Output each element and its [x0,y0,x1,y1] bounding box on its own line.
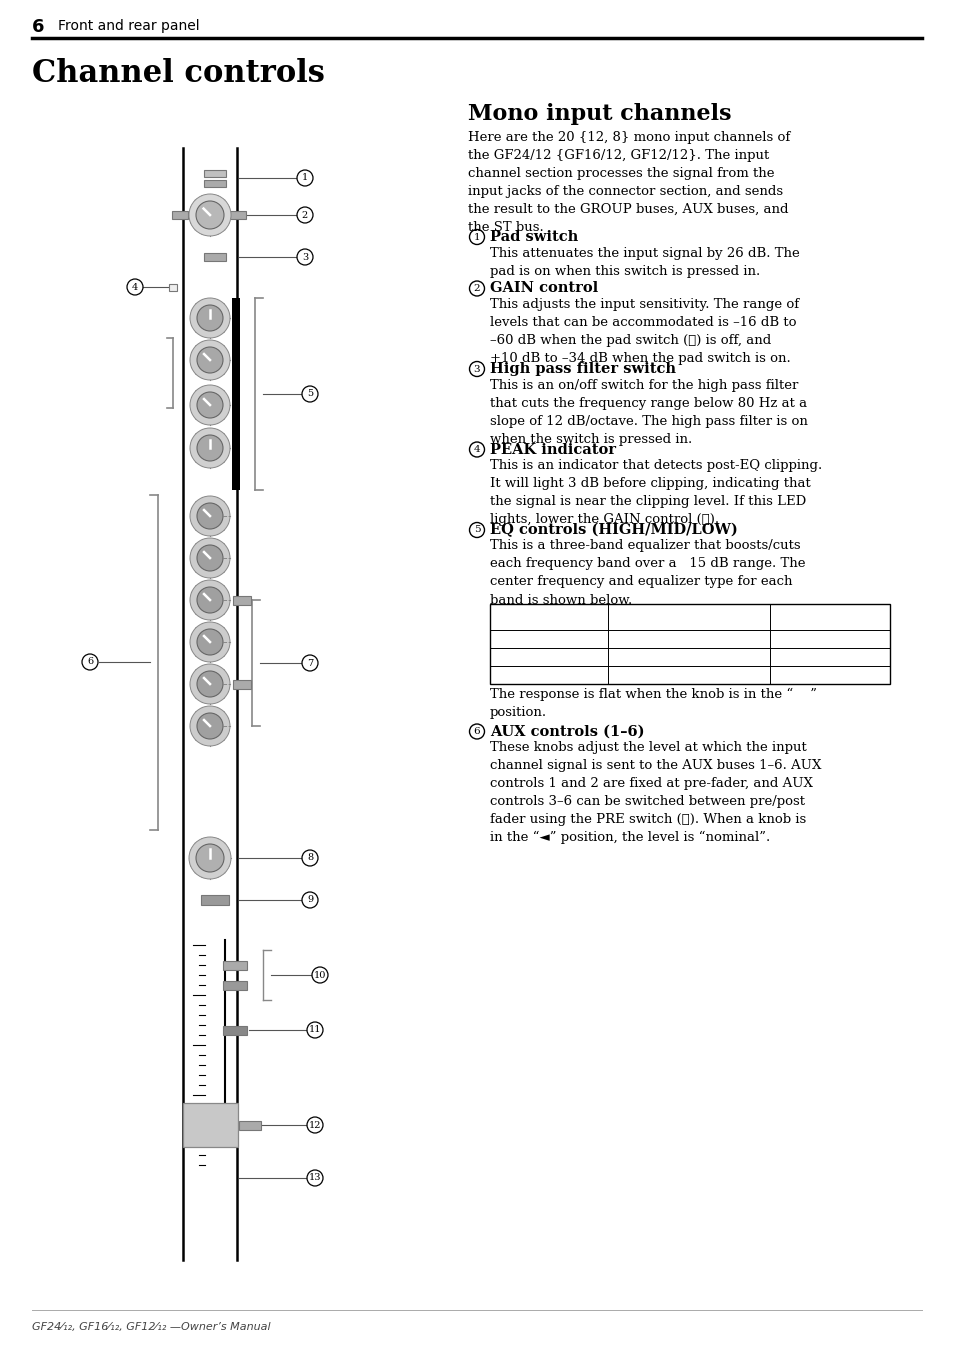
Bar [239,1120,261,1129]
Circle shape [196,586,223,613]
Text: The response is flat when the knob is in the “    ”
position.: The response is flat when the knob is in… [490,688,816,719]
Text: 2: 2 [474,284,479,293]
Bar [223,981,247,989]
Bar [204,169,226,177]
Bar [233,680,251,689]
Circle shape [195,201,224,230]
Text: This adjusts the input sensitivity. The range of
levels that can be accommodated: This adjusts the input sensitivity. The … [490,299,799,365]
Text: 6: 6 [32,18,45,36]
Text: This is a three-band equalizer that boosts/cuts
each frequency band over a   15 : This is a three-band equalizer that boos… [490,539,804,607]
Text: 8: 8 [307,854,313,862]
Text: 4: 4 [132,282,138,292]
Circle shape [196,503,223,530]
Text: GAIN control: GAIN control [490,281,598,296]
Bar [204,180,226,186]
Text: AUX controls (1–6): AUX controls (1–6) [490,724,644,739]
Circle shape [190,621,230,662]
Circle shape [190,663,230,704]
Bar [230,211,246,219]
Circle shape [189,838,231,880]
Text: 2: 2 [301,211,308,219]
Circle shape [189,195,231,236]
Text: 4: 4 [474,444,479,454]
Circle shape [190,299,230,338]
Text: 7: 7 [307,658,313,667]
Text: These knobs adjust the level at which the input
channel signal is sent to the AU: These knobs adjust the level at which th… [490,740,821,844]
Text: Pad switch: Pad switch [490,230,578,245]
Circle shape [196,671,223,697]
Circle shape [196,713,223,739]
Text: PEAK indicator: PEAK indicator [490,443,616,457]
Text: 6: 6 [474,727,479,736]
Bar [490,604,889,684]
Circle shape [190,707,230,746]
Bar [232,299,240,490]
Circle shape [196,305,223,331]
Circle shape [190,385,230,426]
Circle shape [190,428,230,467]
Text: 11: 11 [309,1025,321,1035]
Bar [169,284,177,290]
Text: Front and rear panel: Front and rear panel [58,19,199,32]
Bar [183,1102,237,1147]
Circle shape [196,544,223,571]
Text: 5: 5 [307,389,313,399]
Bar [172,211,188,219]
Text: 12: 12 [309,1120,321,1129]
Bar [223,961,247,970]
Text: 1: 1 [474,232,479,242]
Text: This is an indicator that detects post-EQ clipping.
It will light 3 dB before cl: This is an indicator that detects post-E… [490,459,821,526]
Circle shape [196,630,223,655]
Text: High pass filter switch: High pass filter switch [490,362,676,376]
Circle shape [190,496,230,536]
Text: 5: 5 [474,526,479,535]
Circle shape [190,340,230,380]
Circle shape [196,435,223,461]
Text: This attenuates the input signal by 26 dB. The
pad is on when this switch is pre: This attenuates the input signal by 26 d… [490,246,799,277]
Bar [201,894,229,905]
Circle shape [196,347,223,373]
Text: 3: 3 [474,365,479,373]
Text: Channel controls: Channel controls [32,58,325,89]
Text: GF24⁄₁₂, GF16⁄₁₂, GF12⁄₁₂ —Owner’s Manual: GF24⁄₁₂, GF16⁄₁₂, GF12⁄₁₂ —Owner’s Manua… [32,1323,271,1332]
Text: EQ controls (HIGH/MID/LOW): EQ controls (HIGH/MID/LOW) [490,523,737,538]
Circle shape [196,392,223,417]
Text: 9: 9 [307,896,313,905]
Text: Here are the 20 {12, 8} mono input channels of
the GF24/12 {GF16/12, GF12/12}. T: Here are the 20 {12, 8} mono input chann… [468,131,789,234]
Text: Mono input channels: Mono input channels [468,103,731,126]
Text: 6: 6 [87,658,93,666]
Circle shape [190,538,230,578]
Text: 10: 10 [314,970,326,979]
Bar [223,1025,247,1035]
Text: 3: 3 [301,253,308,262]
Text: This is an on/off switch for the high pass filter
that cuts the frequency range : This is an on/off switch for the high pa… [490,378,807,446]
Bar [233,596,251,604]
Bar [204,253,226,261]
Circle shape [195,844,224,871]
Circle shape [190,580,230,620]
Text: 1: 1 [301,173,308,182]
Text: 13: 13 [309,1174,321,1182]
